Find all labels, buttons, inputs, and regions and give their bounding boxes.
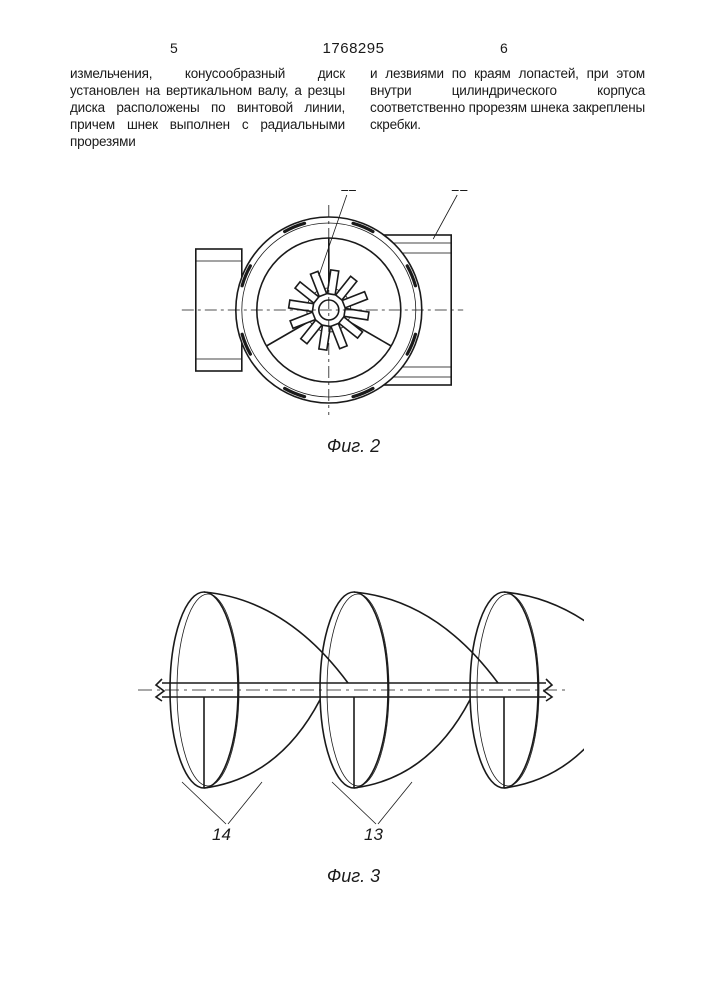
body-text-left: измельчения, конусообразный диск установ… bbox=[70, 66, 345, 150]
figure-2-svg: 11 12 bbox=[144, 190, 564, 430]
figure-2-caption: Фиг. 2 bbox=[0, 436, 707, 457]
body-text-right: и лезвиями по краям лопастей, при этом в… bbox=[370, 66, 645, 134]
svg-text:11: 11 bbox=[340, 190, 357, 195]
document-number: 1768295 bbox=[0, 40, 707, 57]
svg-text:13: 13 bbox=[364, 825, 383, 844]
figure-3: 14 13 Фиг. 3 bbox=[0, 580, 707, 887]
figure-2: 11 12 Фиг. 2 bbox=[0, 190, 707, 457]
figure-3-svg: 14 13 bbox=[124, 580, 584, 860]
figure-3-caption: Фиг. 3 bbox=[0, 866, 707, 887]
svg-text:14: 14 bbox=[212, 825, 231, 844]
svg-text:12: 12 bbox=[451, 190, 469, 195]
